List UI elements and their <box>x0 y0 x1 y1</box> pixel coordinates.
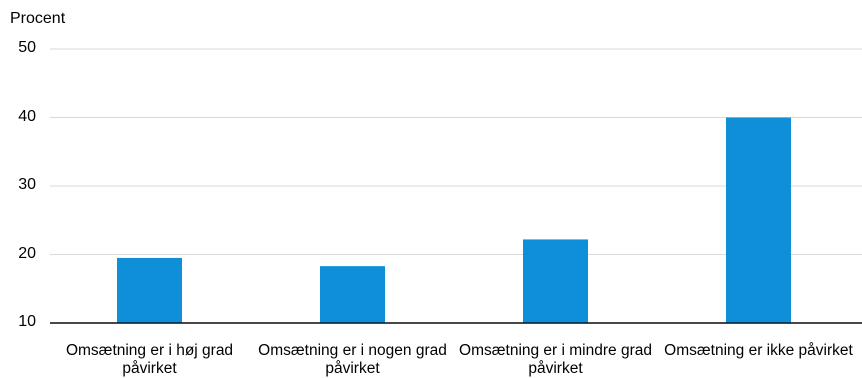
x-category-label: Omsætning er ikke påvirket <box>664 342 853 359</box>
y-axis-label: Procent <box>10 10 66 27</box>
bar <box>117 257 182 323</box>
bar <box>726 117 791 323</box>
x-category-label: Omsætning er i nogen grad påvirket <box>258 342 447 377</box>
y-tick-label: 20 <box>18 244 36 262</box>
bar <box>523 239 588 323</box>
y-tick-label: 40 <box>18 107 36 125</box>
bar <box>320 266 385 323</box>
y-tick-label: 30 <box>18 176 36 193</box>
y-tick-label: 50 <box>18 39 36 56</box>
x-category-label: Omsætning er i mindre grad påvirket <box>459 342 652 377</box>
y-tick-label: 10 <box>18 313 36 330</box>
x-category-label: Omsætning er i høj grad påvirket <box>65 342 234 377</box>
